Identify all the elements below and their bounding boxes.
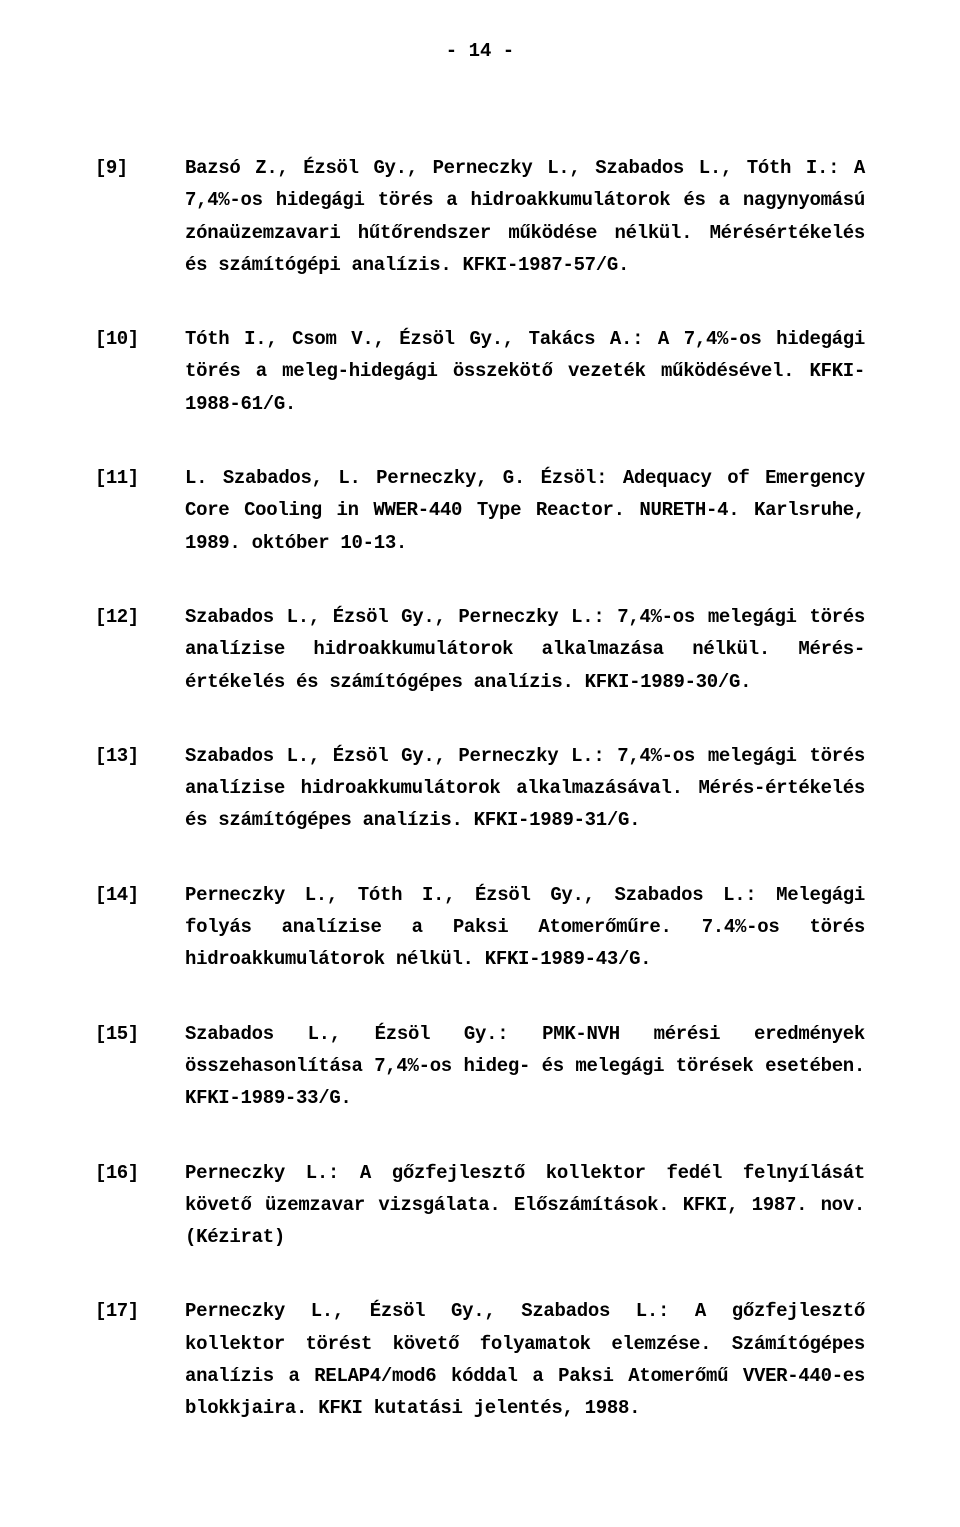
reference-item: [11]L. Szabados, L. Perneczky, G. Ézsöl:…: [95, 462, 865, 559]
reference-number: [16]: [95, 1157, 185, 1254]
reference-number: [9]: [95, 152, 185, 281]
reference-body: Szabados L., Ézsöl Gy., Perneczky L.: 7,…: [185, 601, 865, 698]
reference-number: [12]: [95, 601, 185, 698]
reference-body: Perneczky L.: A gőzfejlesztő kollektor f…: [185, 1157, 865, 1254]
reference-body: Bazsó Z., Ézsöl Gy., Perneczky L., Szaba…: [185, 152, 865, 281]
reference-body: Tóth I., Csom V., Ézsöl Gy., Takács A.: …: [185, 323, 865, 420]
reference-body: L. Szabados, L. Perneczky, G. Ézsöl: Ade…: [185, 462, 865, 559]
reference-body: Perneczky L., Tóth I., Ézsöl Gy., Szabad…: [185, 879, 865, 976]
reference-number: [14]: [95, 879, 185, 976]
reference-item: [12]Szabados L., Ézsöl Gy., Perneczky L.…: [95, 601, 865, 698]
reference-item: [17]Perneczky L., Ézsöl Gy., Szabados L.…: [95, 1295, 865, 1424]
reference-number: [13]: [95, 740, 185, 837]
references-list: [9]Bazsó Z., Ézsöl Gy., Perneczky L., Sz…: [95, 152, 865, 1425]
page-number: - 14 -: [95, 40, 865, 62]
reference-body: Szabados L., Ézsöl Gy., Perneczky L.: 7,…: [185, 740, 865, 837]
reference-body: Szabados L., Ézsöl Gy.: PMK-NVH mérési e…: [185, 1018, 865, 1115]
reference-item: [16]Perneczky L.: A gőzfejlesztő kollekt…: [95, 1157, 865, 1254]
reference-item: [15]Szabados L., Ézsöl Gy.: PMK-NVH méré…: [95, 1018, 865, 1115]
page-container: - 14 - [9]Bazsó Z., Ézsöl Gy., Perneczky…: [0, 0, 960, 1527]
reference-item: [13]Szabados L., Ézsöl Gy., Perneczky L.…: [95, 740, 865, 837]
reference-item: [14]Perneczky L., Tóth I., Ézsöl Gy., Sz…: [95, 879, 865, 976]
reference-number: [15]: [95, 1018, 185, 1115]
reference-item: [9]Bazsó Z., Ézsöl Gy., Perneczky L., Sz…: [95, 152, 865, 281]
reference-number: [17]: [95, 1295, 185, 1424]
reference-number: [10]: [95, 323, 185, 420]
reference-body: Perneczky L., Ézsöl Gy., Szabados L.: A …: [185, 1295, 865, 1424]
reference-item: [10]Tóth I., Csom V., Ézsöl Gy., Takács …: [95, 323, 865, 420]
reference-number: [11]: [95, 462, 185, 559]
